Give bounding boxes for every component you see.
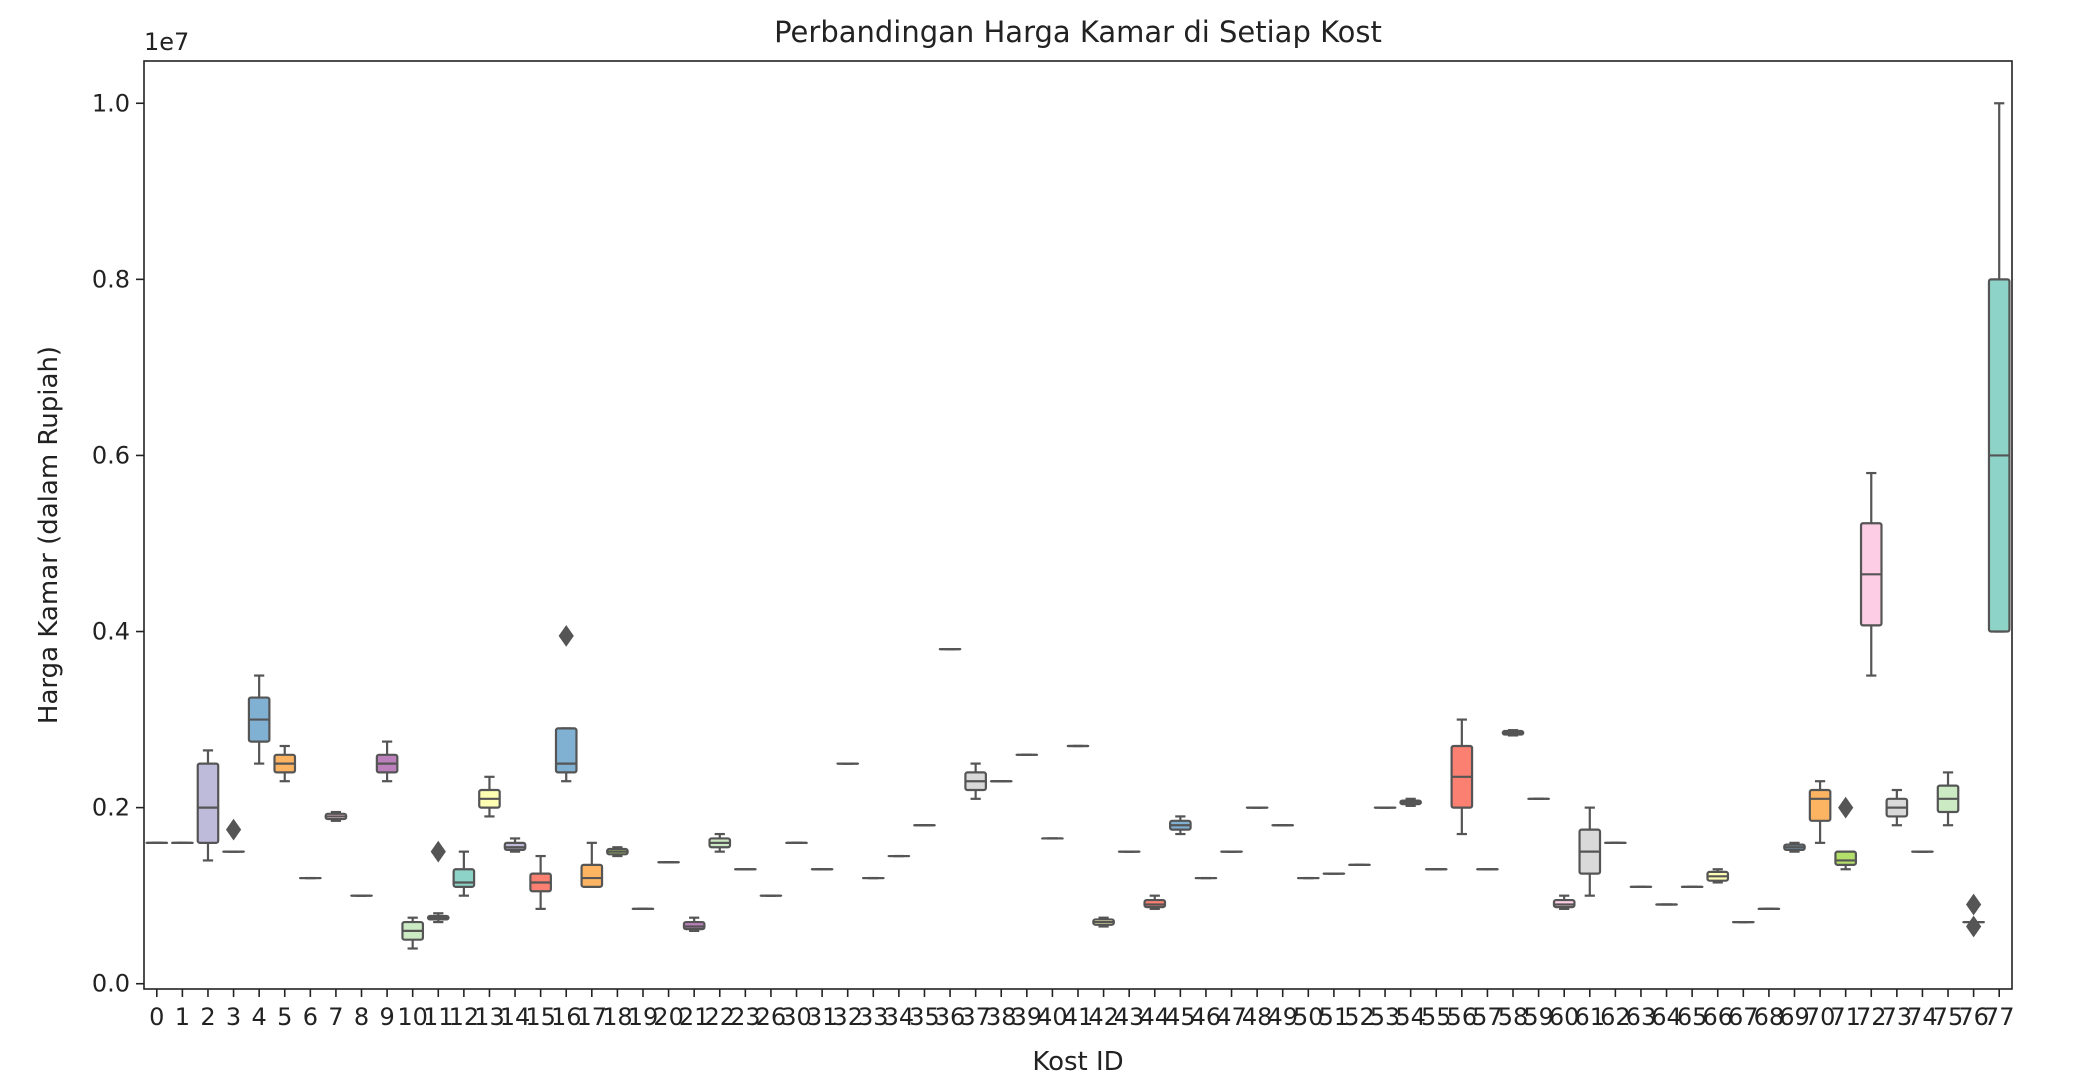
y-tick-label: 0.8 [92, 265, 130, 293]
box-outlier-point [558, 625, 574, 647]
x-tick-label: 5 [277, 1003, 292, 1031]
box-iqr [196, 762, 220, 844]
x-tick-label: 17 [577, 1003, 608, 1031]
x-tick-label: 21 [679, 1003, 710, 1031]
x-tick-label: 69 [1779, 1003, 1810, 1031]
x-tick-label: 6 [303, 1003, 318, 1031]
x-tick-label: 37 [960, 1003, 991, 1031]
x-tick-label: 34 [884, 1003, 915, 1031]
x-tick-label: 66 [1702, 1003, 1733, 1031]
x-tick-label: 15 [525, 1003, 556, 1031]
x-tick-label: 73 [1882, 1003, 1913, 1031]
x-tick-label: 77 [1984, 1003, 2015, 1031]
x-tick-label: 64 [1651, 1003, 1682, 1031]
x-tick-label: 23 [730, 1003, 761, 1031]
x-tick-label: 35 [909, 1003, 940, 1031]
x-tick-label: 42 [1088, 1003, 1119, 1031]
x-tick-label: 52 [1344, 1003, 1375, 1031]
box-outlier-point [1838, 796, 1854, 819]
y-axis-label: Harga Kamar (dalam Rupiah) [34, 346, 64, 724]
box-iqr [1834, 850, 1858, 866]
x-tick-label: 59 [1523, 1003, 1554, 1031]
box-outlier-point [430, 840, 446, 863]
x-tick-label: 18 [602, 1003, 633, 1031]
x-tick-label: 33 [858, 1003, 889, 1031]
box-outlier-point [225, 818, 242, 841]
box-iqr [452, 868, 476, 888]
x-tick-label: 22 [704, 1003, 735, 1031]
x-tick-label: 30 [781, 1003, 812, 1031]
x-axis-label: Kost ID [1032, 1047, 1123, 1077]
x-tick-label: 68 [1754, 1003, 1785, 1031]
x-tick-label: 3 [226, 1003, 241, 1031]
y-tick-label: 1.0 [92, 89, 130, 117]
box-iqr [580, 863, 604, 888]
x-tick-label: 57 [1472, 1003, 1503, 1031]
x-tick-label: 1 [175, 1003, 190, 1031]
x-tick-label: 39 [1012, 1003, 1043, 1031]
x-tick-label: 46 [1191, 1003, 1222, 1031]
box-outlier-point [1966, 915, 1982, 938]
x-tick-label: 72 [1856, 1003, 1887, 1031]
x-tick-label: 12 [449, 1003, 480, 1031]
y-tick-label: 0.0 [92, 970, 130, 998]
x-tick-label: 4 [252, 1003, 267, 1031]
x-tick-label: 60 [1549, 1003, 1580, 1031]
x-tick-label: 75 [1933, 1003, 1964, 1031]
x-tick-label: 56 [1447, 1003, 1478, 1031]
x-tick-label: 38 [986, 1003, 1017, 1031]
x-tick-label: 48 [1242, 1003, 1273, 1031]
y-tick-label: 0.2 [92, 794, 130, 822]
x-tick-label: 19 [628, 1003, 659, 1031]
x-tick-label: 65 [1677, 1003, 1708, 1031]
x-tick-label: 76 [1958, 1003, 1989, 1031]
x-tick-label: 44 [1139, 1003, 1170, 1031]
x-tick-label: 53 [1370, 1003, 1401, 1031]
x-tick-label: 70 [1805, 1003, 1836, 1031]
x-tick-label: 32 [832, 1003, 863, 1031]
plot-area: 0.00.20.40.60.81.00 1 2 3 4 5 6 7 8 9 101112131415… [92, 89, 2015, 1031]
x-tick-label: 45 [1165, 1003, 1196, 1031]
x-tick-label: 26 [756, 1003, 787, 1031]
plot-frame [143, 60, 2013, 990]
x-tick-label: 49 [1267, 1003, 1298, 1031]
x-tick-label: 14 [500, 1003, 531, 1031]
box-iqr [1808, 788, 1832, 822]
x-tick-label: 20 [653, 1003, 684, 1031]
x-tick-label: 50 [1293, 1003, 1324, 1031]
x-tick-label: 63 [1626, 1003, 1657, 1031]
x-tick-label: 0 [149, 1003, 164, 1031]
x-tick-label: 74 [1907, 1003, 1938, 1031]
x-tick-label: 67 [1728, 1003, 1759, 1031]
x-tick-label: 51 [1319, 1003, 1350, 1031]
box-outlier-point [1966, 893, 1982, 916]
x-tick-label: 62 [1600, 1003, 1631, 1031]
x-tick-label: 55 [1421, 1003, 1452, 1031]
y-tick-label: 0.4 [92, 618, 130, 646]
x-tick-label: 40 [1037, 1003, 1068, 1031]
x-tick-label: 9 [379, 1003, 394, 1031]
x-tick-label: 47 [1216, 1003, 1247, 1031]
x-tick-label: 11 [423, 1003, 454, 1031]
y-tick-label: 0.6 [92, 441, 130, 469]
x-tick-label: 54 [1395, 1003, 1426, 1031]
x-tick-label: 7 [328, 1003, 343, 1031]
x-tick-label: 13 [474, 1003, 505, 1031]
x-tick-label: 8 [354, 1003, 369, 1031]
box-iqr [554, 727, 578, 774]
x-tick-label: 2 [200, 1003, 215, 1031]
x-tick-label: 31 [807, 1003, 838, 1031]
y-axis-multiplier: 1e7 [144, 28, 189, 56]
x-tick-label: 43 [1114, 1003, 1145, 1031]
chart-title: Perbandingan Harga Kamar di Setiap Kost [774, 15, 1382, 49]
x-tick-label: 36 [935, 1003, 966, 1031]
x-tick-label: 16 [551, 1003, 582, 1031]
x-tick-label: 71 [1830, 1003, 1861, 1031]
x-tick-label: 10 [397, 1003, 428, 1031]
x-tick-label: 58 [1498, 1003, 1529, 1031]
x-tick-label: 41 [1063, 1003, 1094, 1031]
x-tick-label: 61 [1575, 1003, 1606, 1031]
